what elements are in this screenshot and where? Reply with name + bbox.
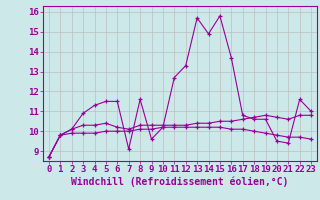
X-axis label: Windchill (Refroidissement éolien,°C): Windchill (Refroidissement éolien,°C) [71, 177, 289, 187]
